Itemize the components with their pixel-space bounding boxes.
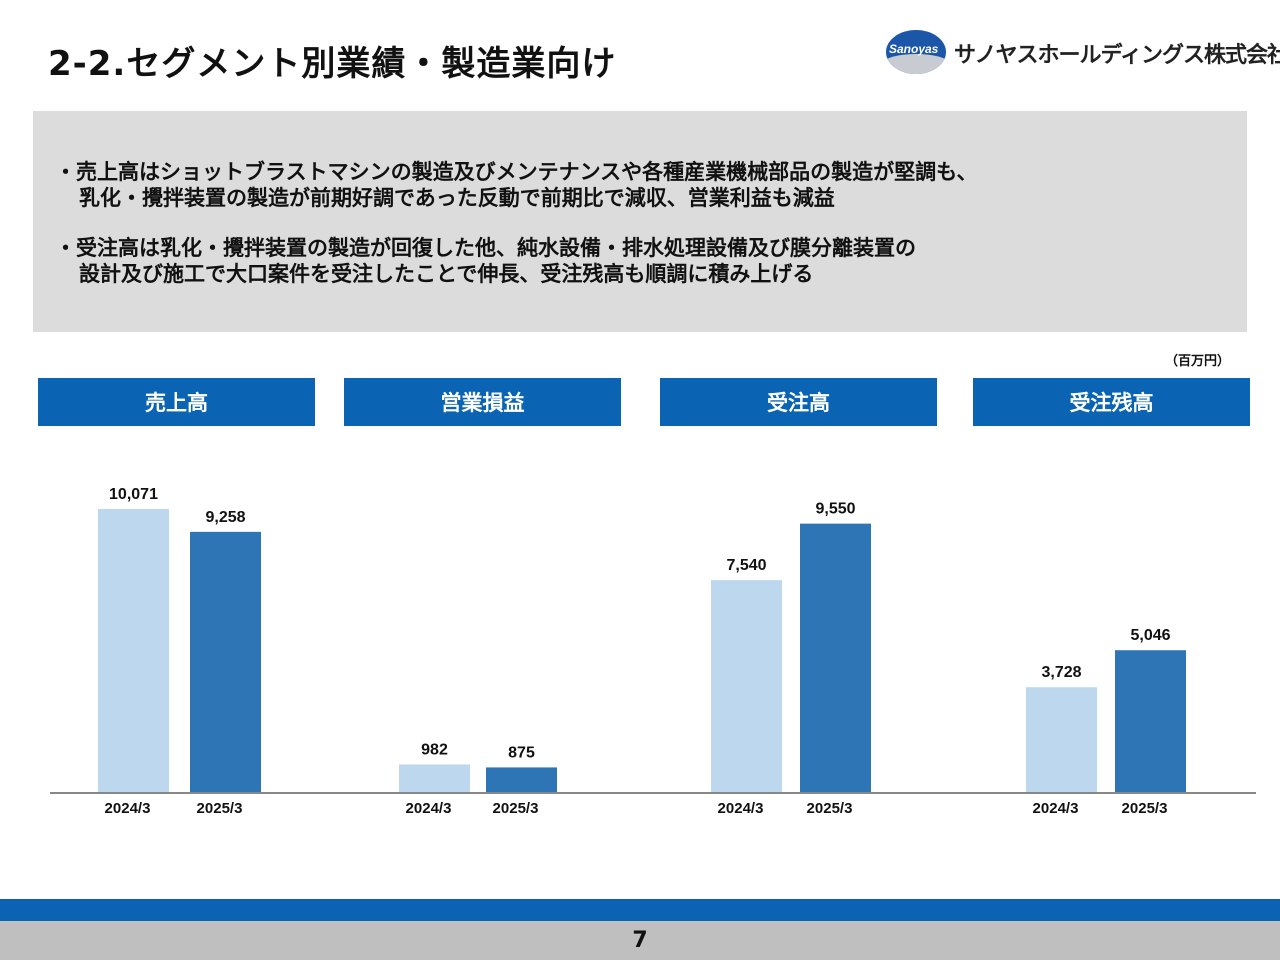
page-number: 7 [0, 921, 1280, 960]
bar-2025-3 [1115, 650, 1186, 792]
summary-box: ・売上高はショットブラストマシンの製造及びメンテナンスや各種産業機械部品の製造が… [33, 111, 1247, 332]
data-label: 10,071 [109, 486, 158, 503]
footer-band [0, 899, 1280, 921]
bullet-line: 設計及び施工で大口案件を受注したことで伸長、受注残高も順調に積み上げる [79, 262, 814, 286]
category-label: 2025/3 [807, 800, 853, 817]
company-logo: Sanoyas サノヤスホールディングス株式会社 [886, 28, 1280, 76]
category-label: 2024/3 [1033, 800, 1079, 817]
segment-bar-charts: 10,071 2024/3 9,258 2025/3 982 2024/3 875 2025/… [50, 486, 1256, 817]
header-orders: 受注高 [660, 378, 937, 426]
category-label: 2024/3 [105, 800, 151, 817]
header-sales: 売上高 [38, 378, 315, 426]
data-label: 9,258 [205, 509, 245, 526]
bullet-line: 乳化・攪拌装置の製造が前期好調であった反動で前期比で減収、営業利益も減益 [79, 186, 835, 210]
category-label: 2024/3 [718, 800, 764, 817]
sanoyas-logo-icon [886, 30, 946, 74]
data-label: 875 [508, 744, 535, 761]
header-operating-profit: 営業損益 [344, 378, 621, 426]
header-order-backlog: 受注残高 [973, 378, 1250, 426]
bar-2024-3 [711, 580, 782, 792]
category-label: 2025/3 [197, 800, 243, 817]
data-label: 7,540 [726, 557, 766, 574]
data-label: 3,728 [1041, 664, 1081, 681]
unit-label: （百万円） [1164, 354, 1230, 369]
summary-bullet-sales: ・売上高はショットブラストマシンの製造及びメンテナンスや各種産業機械部品の製造が… [55, 159, 978, 211]
page-title: 2-2.セグメント別業績・製造業向け [48, 44, 617, 84]
bar-2024-3 [1026, 687, 1097, 792]
logo-company-name: サノヤスホールディングス株式会社 [954, 43, 1280, 68]
bullet-line: ・受注高は乳化・攪拌装置の製造が回復した他、純水設備・排水処理設備及び膜分離装置… [55, 236, 916, 260]
logo-brand-text: Sanoyas [889, 42, 939, 56]
category-label: 2025/3 [493, 800, 539, 817]
bar-2025-3 [800, 523, 871, 792]
bar-2024-3 [98, 509, 169, 792]
data-label: 9,550 [815, 501, 855, 518]
category-label: 2025/3 [1122, 800, 1168, 817]
summary-bullet-orders: ・受注高は乳化・攪拌装置の製造が回復した他、純水設備・排水処理設備及び膜分離装置… [55, 235, 916, 287]
bar-2025-3 [190, 531, 261, 792]
bar-2024-3 [399, 764, 470, 792]
data-label: 5,046 [1130, 627, 1170, 644]
data-label: 982 [421, 741, 448, 758]
bullet-line: ・売上高はショットブラストマシンの製造及びメンテナンスや各種産業機械部品の製造が… [55, 160, 978, 184]
bar-2025-3 [486, 767, 557, 792]
category-label: 2024/3 [406, 800, 452, 817]
